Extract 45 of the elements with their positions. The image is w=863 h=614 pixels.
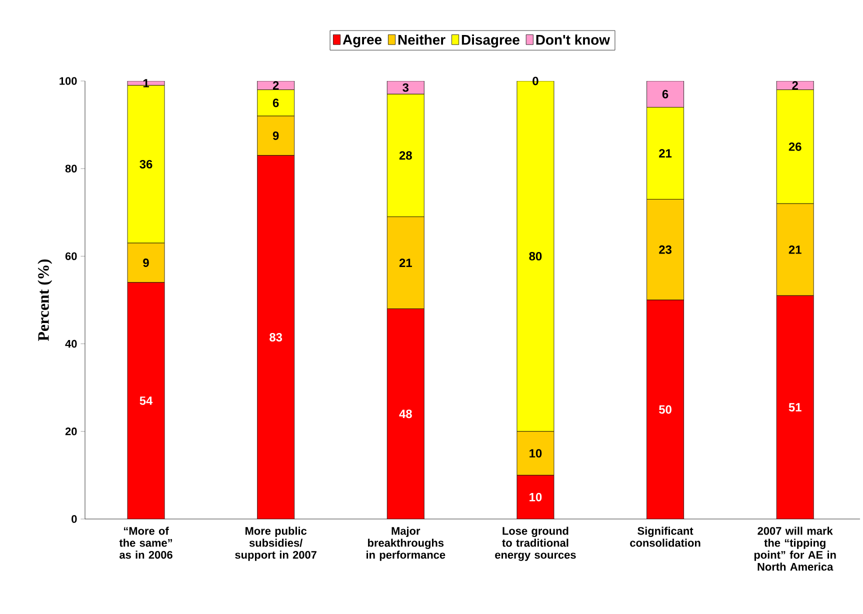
y-tick-label: 40 (65, 340, 77, 348)
legend-label: Neither (398, 34, 446, 45)
data-label: 10 (530, 492, 542, 502)
data-label: 80 (529, 252, 542, 260)
data-label: 10 (530, 449, 542, 458)
data-label: 21 (788, 245, 802, 254)
y-tick-label: 100 (60, 77, 77, 85)
data-label: 21 (659, 149, 672, 158)
bar (257, 155, 294, 519)
y-tick-label: 60 (65, 252, 77, 260)
data-label: 54 (140, 396, 153, 405)
data-label: 9 (143, 258, 149, 267)
data-label: 9 (272, 132, 279, 140)
y-axis-title: Percent (%) (38, 259, 52, 341)
data-label: 2 (272, 81, 279, 90)
y-tick-label: 20 (65, 428, 77, 436)
x-tick-label: “More of the same” as in 2006 (119, 526, 172, 559)
data-label: 48 (399, 410, 412, 418)
bar (776, 295, 814, 519)
data-label: 2 (792, 81, 798, 90)
x-tick-label: 2007 will mark the “tipping point” for AE in North America (754, 526, 836, 571)
bar (646, 300, 684, 519)
data-label: 3 (402, 83, 409, 92)
bar (128, 282, 165, 519)
bar (516, 475, 554, 519)
data-label: 28 (399, 151, 412, 160)
legend-label: Don't know (536, 34, 610, 45)
data-label: 50 (659, 405, 672, 414)
data-label: 21 (399, 258, 412, 267)
data-label: 6 (272, 98, 279, 108)
y-tick-label: 80 (65, 164, 77, 172)
data-label: 23 (659, 245, 672, 254)
x-tick-label: More public subsidies/ support in 2007 (235, 526, 316, 561)
legend-label: Disagree (462, 34, 520, 48)
y-tick-label: 0 (72, 515, 77, 523)
data-label: 26 (788, 142, 802, 151)
data-label: 36 (140, 160, 152, 168)
data-label: 51 (788, 403, 802, 412)
data-label: 83 (270, 332, 282, 342)
bar (387, 308, 424, 519)
x-tick-label: Lose ground to traditional energy sources (495, 526, 576, 561)
x-tick-label: Major breakthroughs in performance (366, 526, 446, 561)
legend-label: Agree (342, 34, 382, 48)
x-tick-label: Significant consolidation (630, 526, 700, 547)
data-label: 6 (662, 90, 668, 98)
